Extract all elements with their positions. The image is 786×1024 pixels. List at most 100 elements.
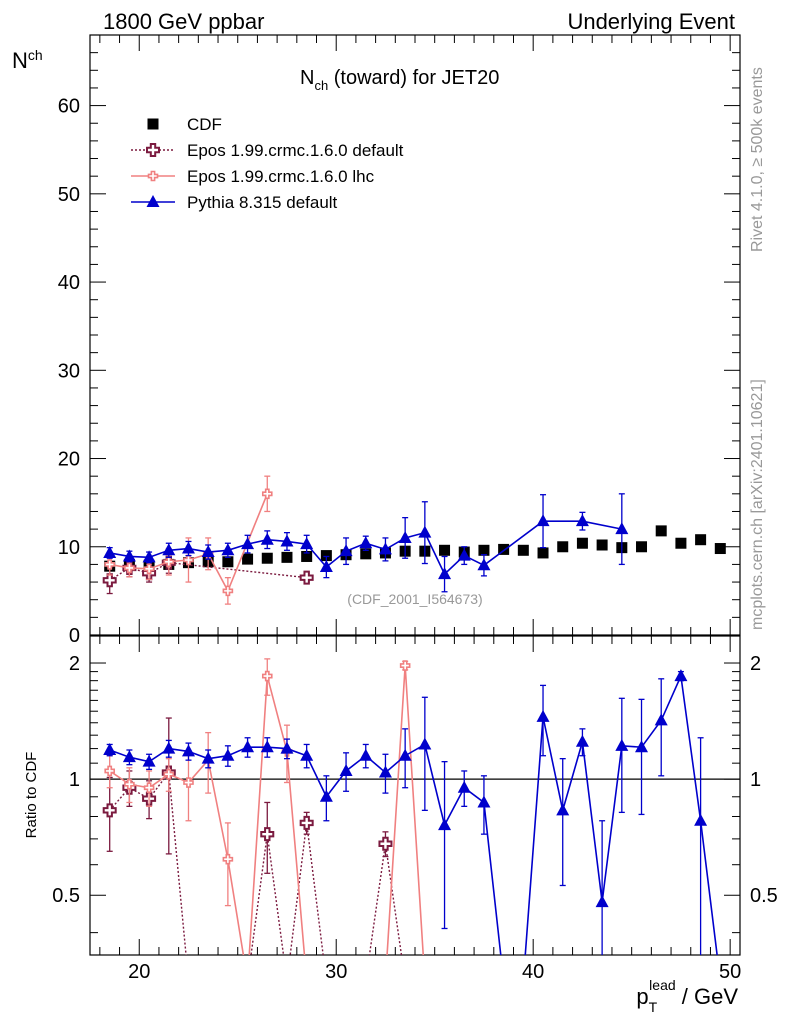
- ratio-series-2: [103, 669, 718, 955]
- ratio-point: [694, 813, 708, 826]
- main-ytick-label: 20: [58, 449, 80, 471]
- main-ylabel-sub: ch: [28, 47, 43, 63]
- mcplots-label: mcplots.cern.ch [arXiv:2401.10621]: [749, 379, 766, 630]
- ratio-point: [438, 818, 452, 831]
- main-point: [675, 537, 687, 549]
- ratio-point: [261, 670, 273, 682]
- header-right: Underlying Event: [567, 9, 735, 34]
- xlabel-sub: T: [649, 999, 658, 1015]
- ratio-point: [103, 742, 117, 755]
- ratio-point: [142, 754, 156, 767]
- ratio-panel: 20 30 40 50 0.5 0.5 1 1 2 2 Ratio to CDF pTlead /…: [23, 635, 778, 1015]
- watermark: (CDF_2001_I564673): [347, 591, 482, 607]
- main-point: [537, 547, 549, 559]
- ratio-series: [102, 658, 718, 955]
- ratio-point: [615, 738, 629, 751]
- main-point: [183, 554, 194, 566]
- main-point: [319, 560, 333, 573]
- legend-marker-3: [146, 195, 160, 207]
- ratio-xlabel: pTlead / GeV: [636, 977, 738, 1015]
- ratio-ylabel: Ratio to CDF: [23, 752, 40, 839]
- main-ytick-label: 50: [58, 184, 80, 206]
- ratio-xtick-label: 20: [128, 961, 150, 983]
- main-point: [124, 562, 135, 574]
- header-left: 1800 GeV ppbar: [103, 9, 264, 34]
- main-ytick-label: 0: [69, 625, 80, 647]
- ratio-point: [575, 734, 589, 747]
- main-point: [299, 570, 314, 585]
- main-ylabel-n: N: [12, 48, 28, 73]
- ratio-point: [104, 765, 115, 777]
- main-point: [636, 541, 648, 553]
- ratio-xtick-label: 40: [522, 961, 544, 983]
- main-point: [439, 544, 451, 556]
- ratio-point: [399, 660, 411, 671]
- ratio-point: [654, 713, 668, 726]
- rivet-label: Rivet 4.1.0, ≥ 500k events: [749, 67, 766, 252]
- ratio-point: [260, 827, 275, 842]
- main-series-3: [103, 493, 629, 593]
- main-point: [301, 550, 313, 562]
- main-point: [142, 550, 156, 563]
- main-title: Nch (toward) for JET20: [300, 67, 499, 93]
- legend-label-1: Epos 1.99.crmc.1.6.0 default: [187, 141, 404, 160]
- ratio-point: [300, 748, 314, 761]
- ratio-point: [556, 803, 570, 816]
- ratio-ytick-label: 2: [69, 653, 80, 675]
- main-point: [222, 556, 234, 568]
- ratio-ytick-label: 0.5: [52, 885, 80, 907]
- ratio-ytick-label: 1: [69, 769, 80, 791]
- main-title-n: N: [300, 67, 314, 89]
- main-point: [300, 537, 314, 550]
- ratio-point: [221, 748, 235, 761]
- main-ytick-label: 40: [58, 272, 80, 294]
- main-ytick-label: 60: [58, 96, 80, 118]
- ratio-point: [359, 748, 373, 761]
- main-point: [122, 549, 136, 562]
- main-point: [477, 558, 491, 571]
- main-point: [615, 522, 629, 535]
- main-point: [241, 537, 255, 550]
- ratio-point: [181, 744, 195, 757]
- ratio-point: [674, 669, 688, 682]
- main-point: [695, 534, 707, 546]
- ratio-xtick-label: 50: [719, 961, 741, 983]
- ratio-point: [102, 803, 117, 818]
- ratio-point: [319, 789, 333, 802]
- ratio-point: [183, 777, 194, 788]
- main-point: [360, 548, 372, 560]
- main-point: [418, 525, 432, 538]
- xlabel-rest: / GeV: [676, 984, 739, 1009]
- main-point: [242, 553, 254, 565]
- main-point: [655, 525, 667, 537]
- main-point: [576, 537, 588, 549]
- main-point: [478, 544, 490, 556]
- main-point: [261, 488, 273, 500]
- ratio-point: [398, 748, 412, 761]
- main-point: [181, 541, 195, 554]
- ratio-point: [124, 778, 135, 790]
- main-title-sub: ch: [314, 78, 328, 93]
- ratio-point: [635, 740, 649, 753]
- main-point: [378, 542, 392, 555]
- main-point: [221, 543, 235, 556]
- main-point: [280, 534, 294, 547]
- ratio-point: [162, 741, 176, 754]
- ratio-frame: [89, 635, 741, 956]
- ratio-point: [143, 782, 155, 794]
- ratio-ticks: 20 30 40 50 0.5 0.5 1 1 2 2: [52, 636, 778, 983]
- main-ylabel: Nch: [12, 47, 43, 73]
- ratio-point: [222, 853, 234, 865]
- main-point: [498, 543, 510, 555]
- ratio-point: [163, 768, 175, 780]
- main-point: [517, 544, 529, 556]
- ratio-point: [595, 895, 609, 908]
- main-point: [103, 545, 117, 558]
- ratio-point: [477, 795, 491, 808]
- ratio-xtick-label: 30: [325, 961, 347, 983]
- legend-label-0: CDF: [187, 115, 222, 134]
- ratio-point: [378, 836, 393, 851]
- main-ytick-label: 30: [58, 360, 80, 382]
- ratio-point: [299, 815, 314, 830]
- legend-marker-2: [147, 170, 159, 182]
